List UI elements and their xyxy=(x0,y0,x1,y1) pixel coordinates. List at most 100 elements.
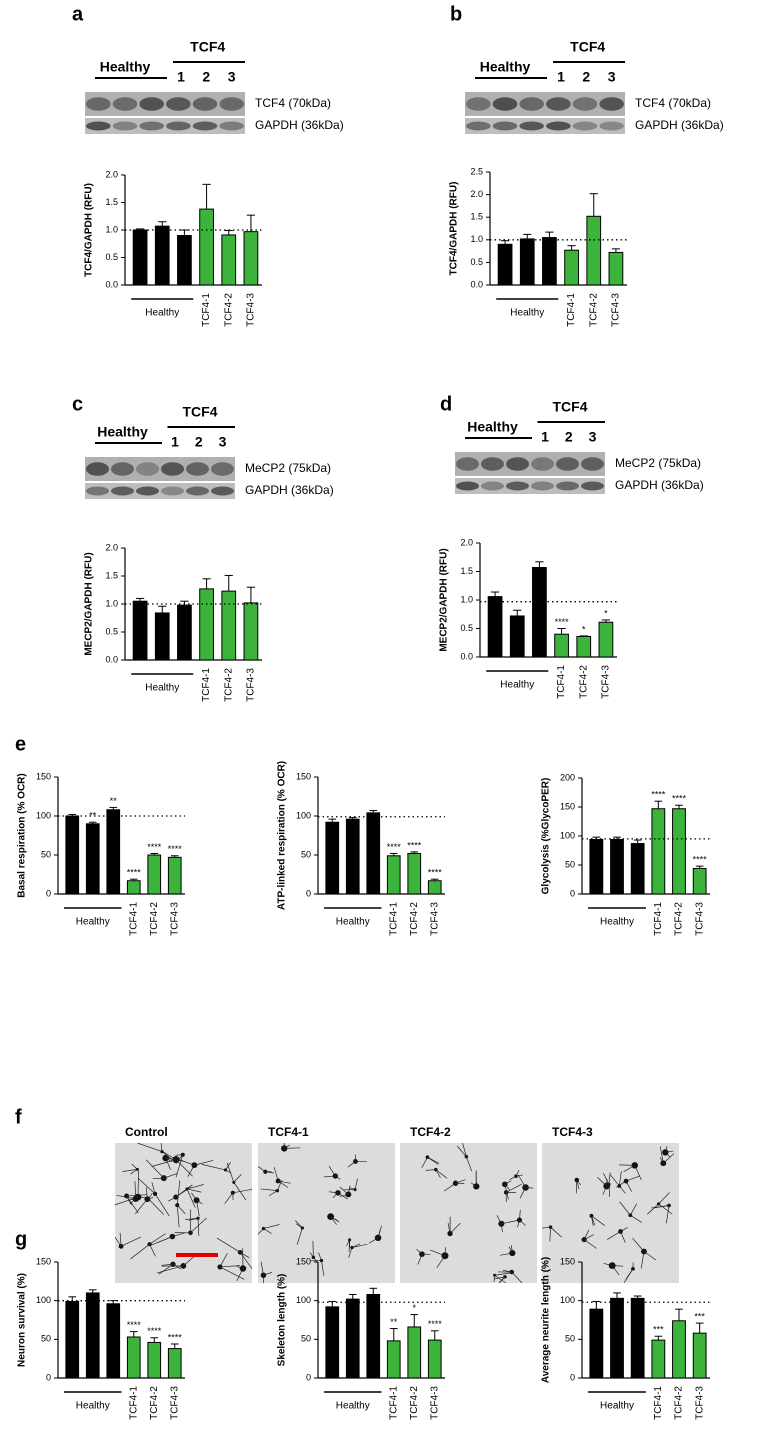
x-tick-label: TCF4-3 xyxy=(611,293,622,327)
band-label: TCF4 (70kDa) xyxy=(255,96,331,110)
bar xyxy=(178,236,192,286)
panel-letter: a xyxy=(72,3,84,25)
x-tick-label: TCF4-1 xyxy=(128,902,139,936)
group-label: Healthy xyxy=(76,917,110,928)
bar xyxy=(408,1327,421,1378)
bar xyxy=(86,824,99,894)
bar xyxy=(178,605,192,660)
significance: **** xyxy=(428,1319,443,1329)
y-tick-label: 0 xyxy=(306,888,311,898)
significance: **** xyxy=(407,840,422,850)
y-tick-label: 0 xyxy=(570,888,575,898)
lane-label: 3 xyxy=(228,69,236,85)
bar xyxy=(200,209,214,285)
x-tick-label: TCF4-1 xyxy=(556,665,567,699)
y-tick-label: 2.0 xyxy=(105,542,118,552)
bar xyxy=(673,1321,686,1378)
y-tick-label: 100 xyxy=(560,830,575,840)
micrograph xyxy=(400,1143,537,1283)
bar xyxy=(222,591,236,660)
y-tick-label: 150 xyxy=(296,1256,311,1266)
y-tick-label: 2.0 xyxy=(460,537,473,547)
blot-band xyxy=(599,97,624,110)
blot-band xyxy=(456,457,479,470)
bar xyxy=(590,839,603,894)
blot-band xyxy=(481,482,504,491)
y-tick-label: 100 xyxy=(36,810,51,820)
x-tick-label: TCF4-2 xyxy=(674,902,685,936)
lane-label: 1 xyxy=(557,69,565,85)
bar xyxy=(346,819,359,894)
lane-label: 3 xyxy=(589,429,597,445)
band-label: GAPDH (36kDa) xyxy=(635,118,724,132)
y-tick-label: 50 xyxy=(41,849,51,859)
blot-band xyxy=(166,97,191,110)
y-tick-label: 150 xyxy=(560,1256,575,1266)
y-tick-label: 0.5 xyxy=(105,626,118,636)
lane-label: 3 xyxy=(608,69,616,85)
significance: **** xyxy=(555,617,570,627)
band-label: MeCP2 (75kDa) xyxy=(615,456,701,470)
blot-band xyxy=(86,462,109,475)
micrograph-label: TCF4-1 xyxy=(268,1125,309,1139)
x-tick-label: TCF4-2 xyxy=(674,1386,685,1420)
lane-label: 2 xyxy=(195,434,203,450)
y-tick-label: 1.0 xyxy=(470,234,483,244)
significance: **** xyxy=(693,855,708,865)
bar xyxy=(555,634,569,657)
bar xyxy=(428,1340,441,1378)
y-tick-label: 0.5 xyxy=(105,252,118,262)
y-tick-label: 0.5 xyxy=(460,623,473,633)
x-tick-label: TCF4-1 xyxy=(388,902,399,936)
bar xyxy=(200,589,214,660)
bar xyxy=(107,810,120,894)
significance: * xyxy=(412,1303,416,1313)
blot-band xyxy=(186,462,209,475)
blot-band xyxy=(493,97,518,110)
x-tick-label: TCF4-1 xyxy=(653,902,664,936)
blot-band xyxy=(456,482,479,491)
bar xyxy=(346,1299,359,1378)
y-tick-label: 50 xyxy=(565,859,575,869)
bar xyxy=(387,1341,400,1378)
group-label: Healthy xyxy=(500,680,534,691)
y-axis-label: MECP2/GAPDH (RFU) xyxy=(439,548,450,651)
band-label: MeCP2 (75kDa) xyxy=(245,461,331,475)
x-tick-label: TCF4-1 xyxy=(653,1386,664,1420)
blot-band xyxy=(139,122,164,131)
micrograph xyxy=(258,1143,395,1283)
bar xyxy=(107,1304,120,1378)
y-tick-label: 1.5 xyxy=(470,212,483,222)
significance: ** xyxy=(390,1317,398,1327)
bar xyxy=(367,813,380,894)
y-axis-label: ATP-linked respiration (% OCR) xyxy=(277,761,288,910)
bar xyxy=(326,1307,339,1378)
x-tick-label: TCF4-3 xyxy=(429,902,440,936)
y-tick-label: 0 xyxy=(46,1372,51,1382)
bar xyxy=(599,622,613,657)
group-label: Healthy xyxy=(467,419,518,435)
blot-band xyxy=(573,122,598,131)
blot-band xyxy=(599,122,624,131)
x-tick-label: TCF4-2 xyxy=(223,293,234,327)
blot-band xyxy=(136,462,159,475)
significance: *** xyxy=(653,1325,664,1335)
bar xyxy=(693,868,706,894)
micrograph-label: TCF4-3 xyxy=(552,1125,593,1139)
y-tick-label: 1.5 xyxy=(105,570,118,580)
blot-band xyxy=(581,482,604,491)
y-tick-label: 100 xyxy=(296,1295,311,1305)
bar xyxy=(577,636,591,657)
bar xyxy=(244,232,258,285)
y-tick-label: 100 xyxy=(296,810,311,820)
bar xyxy=(408,853,421,894)
x-tick-label: TCF4-1 xyxy=(201,668,212,702)
blot-band xyxy=(519,122,544,131)
blot-band xyxy=(139,97,164,110)
blot-band xyxy=(166,122,191,131)
significance: **** xyxy=(168,1332,183,1342)
bar xyxy=(127,881,140,894)
y-axis-label: Skeleton length (%) xyxy=(277,1274,288,1367)
y-tick-label: 0.0 xyxy=(460,651,473,661)
blot-band xyxy=(86,487,109,496)
